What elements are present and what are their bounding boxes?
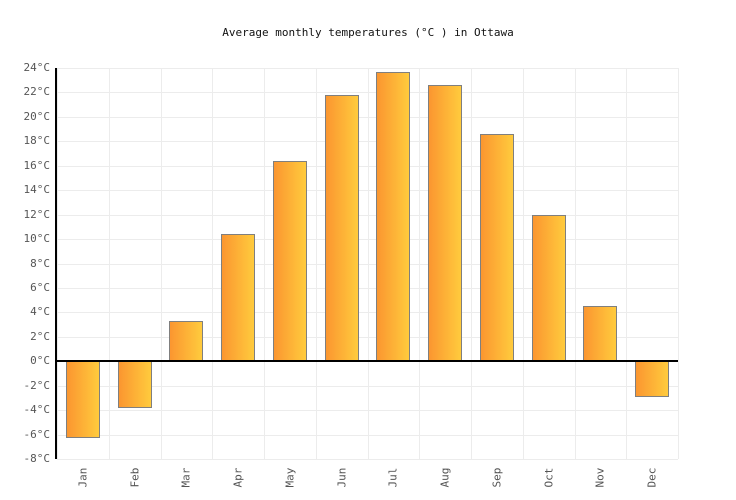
gridline-v-3 — [212, 68, 214, 459]
bar-nov — [583, 306, 618, 362]
y-tick-12: 12°C — [23, 207, 51, 221]
x-label-mar: Mar — [179, 467, 193, 488]
bar-feb — [117, 361, 152, 408]
y-tick--8: -8°C — [23, 452, 51, 465]
y-tick-4: 4°C — [30, 305, 50, 319]
y-tick-10: 10°C — [23, 232, 51, 246]
bar-may — [272, 160, 307, 362]
y-tick-24: 24°C — [23, 61, 51, 74]
y-tick-8: 8°C — [30, 256, 50, 270]
y-axis-line — [55, 68, 57, 459]
y-tick-18: 18°C — [23, 134, 51, 148]
gridline-v-9 — [522, 68, 524, 459]
y-tick-2: 2°C — [30, 329, 50, 343]
x-label-dec: Dec — [645, 467, 659, 488]
bar-jun — [324, 94, 359, 362]
y-tick-14: 14°C — [23, 183, 51, 197]
gridline-v-12 — [678, 68, 679, 459]
bar-aug — [428, 85, 463, 362]
x-label-feb: Feb — [128, 467, 142, 488]
bar-oct — [531, 214, 566, 362]
y-tick--6: -6°C — [23, 427, 51, 441]
x-label-jan: Jan — [76, 467, 90, 488]
bar-dec — [635, 361, 670, 397]
bar-apr — [221, 234, 256, 362]
y-tick-20: 20°C — [23, 109, 51, 123]
x-label-sep: Sep — [490, 467, 504, 488]
bar-mar — [169, 320, 204, 362]
gridline-v-1 — [108, 68, 110, 459]
zero-axis-line — [57, 360, 678, 363]
x-label-jun: Jun — [335, 467, 349, 488]
x-label-apr: Apr — [231, 467, 245, 488]
x-label-aug: Aug — [438, 467, 452, 488]
x-label-may: May — [283, 467, 297, 488]
y-tick-22: 22°C — [23, 85, 51, 99]
gridline-v-2 — [160, 68, 162, 459]
y-tick-0: 0°C — [30, 354, 50, 368]
gridline-v-0 — [57, 68, 58, 459]
chart-title: Average monthly temperatures (°C ) in Ot… — [222, 26, 514, 39]
y-tick-16: 16°C — [23, 158, 51, 172]
bar-jan — [65, 361, 100, 439]
gridline-v-7 — [419, 68, 421, 459]
gridline-v-6 — [367, 68, 369, 459]
gridline-v-8 — [471, 68, 472, 459]
bar-sep — [479, 134, 514, 362]
bar-jul — [376, 71, 411, 362]
plot-area — [55, 68, 679, 460]
gridline-v-4 — [264, 68, 265, 459]
gridline-v-5 — [315, 68, 317, 459]
y-tick--2: -2°C — [23, 378, 51, 392]
x-label-oct: Oct — [542, 467, 556, 488]
y-tick-6: 6°C — [30, 280, 50, 294]
x-label-jul: Jul — [386, 467, 400, 488]
x-label-nov: Nov — [593, 467, 607, 488]
gridline-v-11 — [626, 68, 628, 459]
y-tick--4: -4°C — [23, 403, 51, 417]
gridline-h--8 — [57, 459, 678, 460]
gridline-v-10 — [574, 68, 576, 459]
